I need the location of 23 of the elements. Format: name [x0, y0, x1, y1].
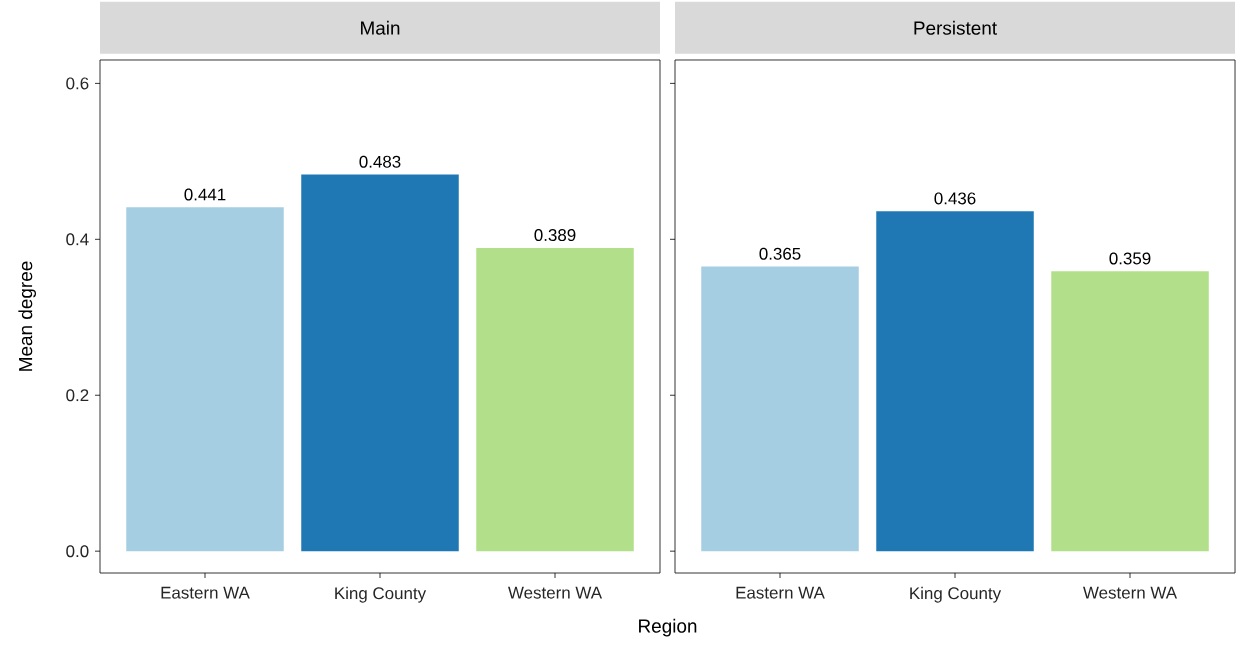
data-label: 0.365	[759, 247, 801, 260]
x-tick-label: King County	[910, 586, 1002, 603]
x-axis-title: Region	[639, 618, 697, 637]
x-tick-label: Eastern WA	[736, 586, 825, 599]
data-label: 0.389	[534, 229, 576, 242]
x-tick-label: Western WA	[508, 586, 603, 599]
data-label: 0.483	[359, 155, 401, 168]
chart-title: Persistent	[914, 20, 997, 35]
bar	[126, 207, 284, 552]
y-tick-label: 0.0	[66, 545, 89, 558]
data-label: 0.436	[934, 192, 976, 205]
x-tick-label: Eastern WA	[161, 586, 250, 599]
y-tick-label: 0.2	[66, 389, 89, 402]
bar	[476, 247, 634, 552]
chart-title: Main	[361, 20, 400, 35]
data-label: 0.441	[184, 188, 226, 201]
x-tick-label: King County	[335, 586, 427, 603]
y-axis-title: Mean degree	[18, 261, 37, 371]
x-tick-label: Western WA	[1083, 586, 1178, 599]
y-tick-label: 0.6	[66, 77, 89, 90]
data-label: 0.359	[1109, 252, 1151, 265]
bar	[301, 174, 459, 552]
y-tick-label: 0.4	[66, 233, 89, 246]
